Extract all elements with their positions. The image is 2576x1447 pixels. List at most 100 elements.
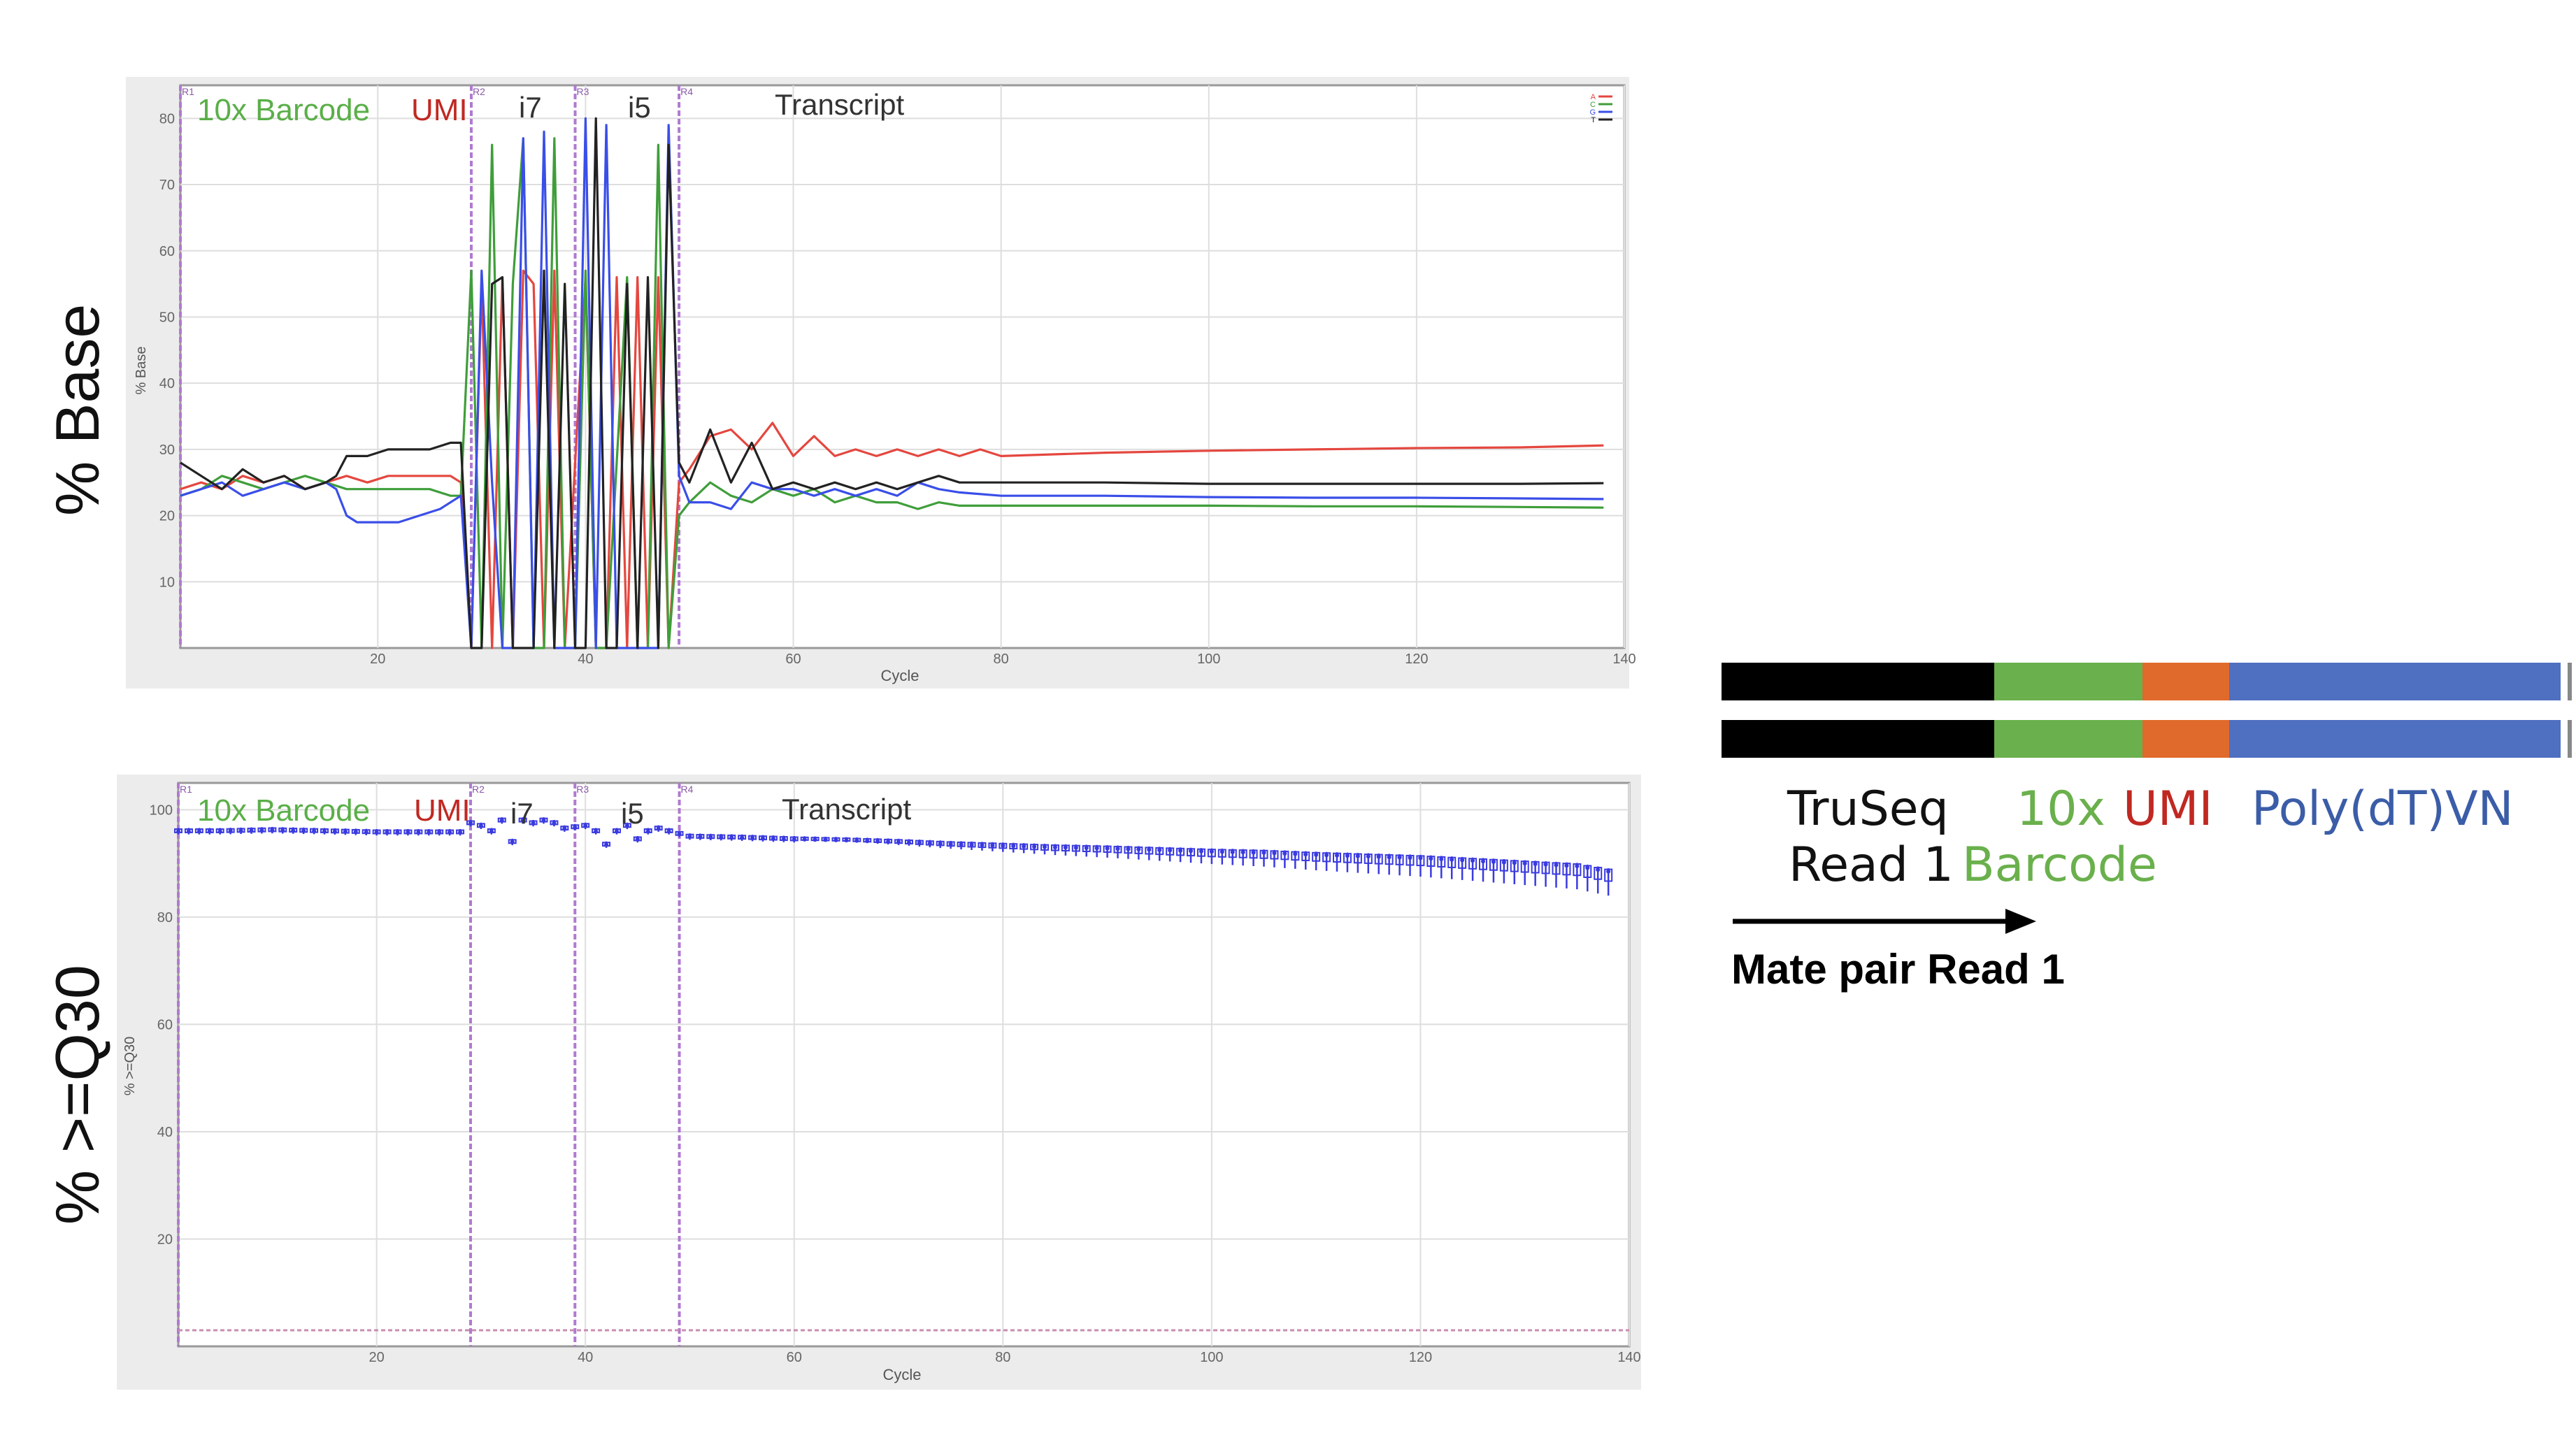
quality-median-point: [792, 837, 796, 842]
quality-median-point: [927, 841, 932, 846]
q30-x-tick-label: 20: [369, 1350, 385, 1365]
quality-box: [1270, 850, 1279, 860]
quality-median-point: [802, 837, 807, 842]
legend-label-A: A: [1591, 93, 1596, 101]
quality-median-point: [353, 830, 358, 835]
quality-median-point: [1073, 845, 1078, 850]
quality-median-point: [1575, 863, 1580, 868]
quality-median-point: [416, 830, 421, 835]
quality-median-point: [813, 837, 817, 842]
quality-box: [1343, 853, 1352, 863]
quality-median-point: [938, 841, 943, 846]
quality-median-point: [760, 836, 765, 841]
legend-label-G: G: [1589, 108, 1596, 117]
tenx-label-line1: 10x: [2017, 782, 2105, 837]
quality-median-point: [645, 829, 650, 834]
mate-pair-arrow: [1733, 909, 2036, 934]
base-y-tick-label: 50: [159, 310, 175, 325]
quality-median-point: [238, 828, 243, 833]
base-x-tick-label: 140: [1612, 651, 1636, 667]
base-y-tick-label: 60: [159, 244, 175, 259]
top-region-label-umi: UMI: [411, 93, 468, 127]
q30-chart-region-dividers: R1 R2 R3 R4: [177, 783, 694, 1346]
polydt-segment-bottom: [2229, 720, 2561, 758]
base-region-marker: R2: [473, 86, 485, 97]
top-region-label-i5: i5: [628, 91, 651, 124]
bottom-region-label-transcript: Transcript: [782, 793, 911, 826]
quality-median-point: [865, 839, 870, 844]
quality-median-point: [520, 818, 525, 823]
quality-median-point: [1491, 859, 1496, 864]
quality-median-point: [1001, 843, 1006, 848]
quality-median-point: [249, 828, 254, 833]
base-y-tick-label: 10: [159, 575, 175, 590]
quality-box: [1374, 854, 1383, 865]
quality-median-point: [677, 831, 682, 836]
quality-median-point: [635, 837, 640, 842]
truseq-label-line1: TruSeq: [1787, 782, 1949, 837]
quality-median-point: [823, 837, 828, 842]
quality-median-point: [1282, 851, 1287, 856]
base-chart-y-axis-label: % Base: [134, 347, 149, 395]
quality-median-point: [1240, 850, 1245, 855]
quality-median-point: [385, 830, 389, 835]
quality-median-point: [1439, 857, 1444, 862]
truseq-label-line2: Read 1: [1789, 837, 1954, 893]
quality-median-point: [1355, 854, 1360, 858]
base-chart-region-dividers: R1 R2 R3 R4: [179, 85, 693, 648]
quality-box: [1176, 847, 1185, 856]
read-structure-diagram: [1722, 663, 2572, 758]
quality-median-point: [1585, 865, 1590, 870]
quality-median-point: [1293, 851, 1298, 856]
quality-median-point: [854, 838, 859, 843]
quality-median-point: [1429, 856, 1433, 861]
quality-median-point: [207, 829, 212, 834]
quality-box: [1155, 847, 1164, 856]
umi-segment-bottom: [2142, 720, 2229, 758]
quality-box: [1228, 849, 1237, 858]
quality-box: [1416, 855, 1425, 867]
quality-median-point: [1147, 847, 1152, 852]
quality-median-point: [624, 823, 629, 828]
q30-region-marker: R3: [576, 784, 589, 795]
quality-median-point: [541, 818, 546, 823]
q30-y-tick-label: 100: [150, 802, 173, 818]
quality-median-point: [332, 829, 337, 834]
quality-median-point: [833, 837, 838, 842]
series-line-A: [180, 269, 1604, 649]
base-x-tick-label: 40: [578, 651, 593, 667]
quality-median-point: [1209, 849, 1214, 854]
quality-box: [1333, 852, 1342, 863]
quality-box: [1040, 844, 1050, 851]
quality-median-point: [1554, 863, 1559, 868]
quality-box: [1552, 862, 1561, 875]
q30-chart-grid: [178, 783, 1630, 1346]
quality-median-point: [1522, 861, 1527, 866]
quality-median-point: [1157, 847, 1162, 852]
quality-median-point: [781, 837, 786, 842]
barcode-segment-bottom: [1994, 720, 2142, 758]
quality-median-point: [990, 843, 995, 848]
top-region-label-i7: i7: [519, 91, 542, 124]
quality-median-point: [1512, 861, 1517, 865]
quality-median-point: [1303, 852, 1308, 857]
quality-median-point: [708, 835, 713, 840]
base-chart-ticks: 10 20 30 40 50 60 70 80 20 40 60 80 100 120 140: [159, 111, 1636, 667]
quality-median-point: [1043, 844, 1047, 849]
quality-box: [1364, 854, 1373, 864]
quality-box: [1019, 843, 1029, 850]
q30-chart-x-axis-label: Cycle: [882, 1366, 921, 1383]
quality-median-point: [291, 828, 296, 833]
quality-median-point: [666, 829, 671, 834]
quality-median-point: [1178, 848, 1183, 853]
top-region-label-barcode: 10x Barcode: [197, 93, 370, 127]
base-y-tick-label: 40: [159, 376, 175, 391]
quality-median-point: [322, 829, 327, 834]
quality-median-point: [186, 829, 191, 834]
quality-median-point: [364, 830, 368, 835]
quality-box: [1322, 852, 1331, 863]
quality-median-point: [875, 839, 880, 844]
quality-box: [1541, 861, 1550, 874]
quality-median-point: [489, 829, 494, 834]
umi-segment-top: [2142, 663, 2229, 700]
